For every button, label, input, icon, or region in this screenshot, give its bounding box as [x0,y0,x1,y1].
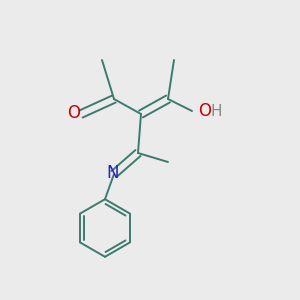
Text: O: O [199,102,212,120]
Text: H: H [210,103,221,118]
Text: N: N [106,164,119,181]
Text: O: O [67,103,80,122]
